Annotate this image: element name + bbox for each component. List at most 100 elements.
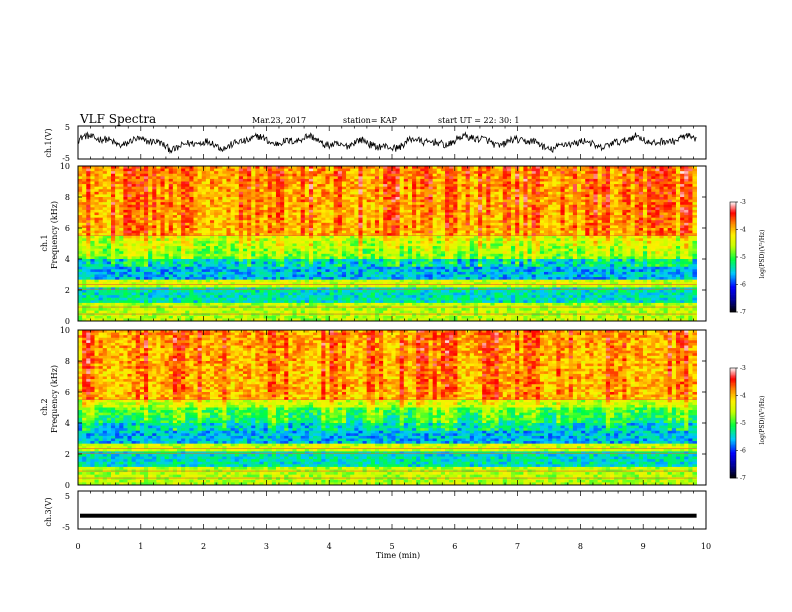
spectrogram-cell [90,192,95,195]
spectrogram-cell [420,187,425,190]
spectrogram-cell [251,205,256,208]
spectrogram-cell [284,169,289,172]
spectrogram-cell [569,205,574,208]
spectrogram-cell [177,179,182,182]
spectrogram-cell [251,197,256,200]
spectrogram-cell [272,184,277,187]
spectrogram-cell [115,202,120,205]
spectrogram-cell [284,202,289,205]
spectrogram-cell [688,184,693,187]
spectrogram-cell [264,179,269,182]
spectrogram-cell [556,187,561,190]
spectrogram-cell [560,200,565,203]
spectrogram-cell [379,202,384,205]
spectrogram-cell [99,187,104,190]
spectrogram-cell [206,197,211,200]
spectrogram-cell [107,202,112,205]
spectrogram-cell [107,169,112,172]
spectrogram-cell [107,192,112,195]
spectrogram-cell [383,169,388,172]
spectrogram-cell [404,194,409,197]
spectrogram-cell [82,197,87,200]
spectrogram-cell [144,169,149,172]
spectrogram-cell [626,192,631,195]
spectrogram-cell [247,202,252,205]
spectrogram-cell [523,194,528,197]
spectrogram-cell [169,202,174,205]
spectrogram-cell [259,169,264,172]
spectrogram-cell [132,187,137,190]
spectrogram-cell [214,174,219,177]
spectrogram-cell [226,169,231,172]
spectrogram-cell [173,179,178,182]
spectrogram-cell [482,187,487,190]
spectrogram-cell [433,205,438,208]
spectrogram-cell [177,205,182,208]
spectrogram-cell [86,174,91,177]
spectrogram-cell [622,189,627,192]
spectrogram-cell [136,179,141,182]
spectrogram-cell [441,200,446,203]
spectrogram-cell [255,194,260,197]
spectrogram-cell [136,174,141,177]
spectrogram-cell [684,189,689,192]
spectrogram-cell [569,202,574,205]
spectrogram-cell [651,179,656,182]
spectrogram-cell [589,187,594,190]
spectrogram-cell [532,169,537,172]
spectrogram-cell [593,182,598,185]
spectrogram-cell [647,179,652,182]
spectrogram-cell [391,200,396,203]
spectrogram-cell [169,171,174,174]
spectrogram-cell [602,174,607,177]
spectrogram-cell [614,174,619,177]
spectrogram-cell [453,171,458,174]
spectrogram-cell [95,200,100,203]
spectrogram-cell [573,176,578,179]
spectrogram-cell [437,179,442,182]
spectrogram-cell [160,176,165,179]
spectrogram-cell [478,202,483,205]
spectrogram-cell [408,187,413,190]
spectrogram-cell [202,169,207,172]
spectrogram-cell [231,200,236,203]
spectrogram-cell [523,200,528,203]
spectrogram-cell [198,169,203,172]
spectrogram-cell [334,184,339,187]
spectrogram-cell [231,202,236,205]
spectrogram-cell [160,184,165,187]
spectrogram-cell [321,174,326,177]
spectrogram-cell [387,202,392,205]
spectrogram-cell [231,205,236,208]
spectrogram-cell [144,189,149,192]
spectrogram-cell [86,192,91,195]
spectrogram-cell [181,187,186,190]
spectrogram-cell [680,171,685,174]
spectrogram-cell [672,189,677,192]
spectrogram-cell [453,189,458,192]
spectrogram-cell [160,179,165,182]
spectrogram-cell [536,205,541,208]
spectrogram-cell [400,179,405,182]
spectrogram-cell [189,184,194,187]
spectrogram-cell [688,179,693,182]
spectrogram-cell [585,189,590,192]
spectrogram-cell [449,202,454,205]
spectrogram-cell [379,184,384,187]
spectrogram-cell [103,205,108,208]
spectrogram-cell [288,200,293,203]
spectrogram-cell [119,194,124,197]
spectrogram-cell [247,171,252,174]
spectrogram-cell [268,184,273,187]
spectrogram-cell [231,187,236,190]
spectrogram-cell [206,200,211,203]
spectrogram-cell [152,189,157,192]
spectrogram-cell [552,189,557,192]
spectrogram-cell [622,200,627,203]
spectrogram-cell [482,171,487,174]
spectrogram-cell [445,171,450,174]
spectrogram-cell [470,176,475,179]
spectrogram-cell [317,169,322,172]
spectrogram-cell [528,192,533,195]
spectrogram-cell [639,187,644,190]
